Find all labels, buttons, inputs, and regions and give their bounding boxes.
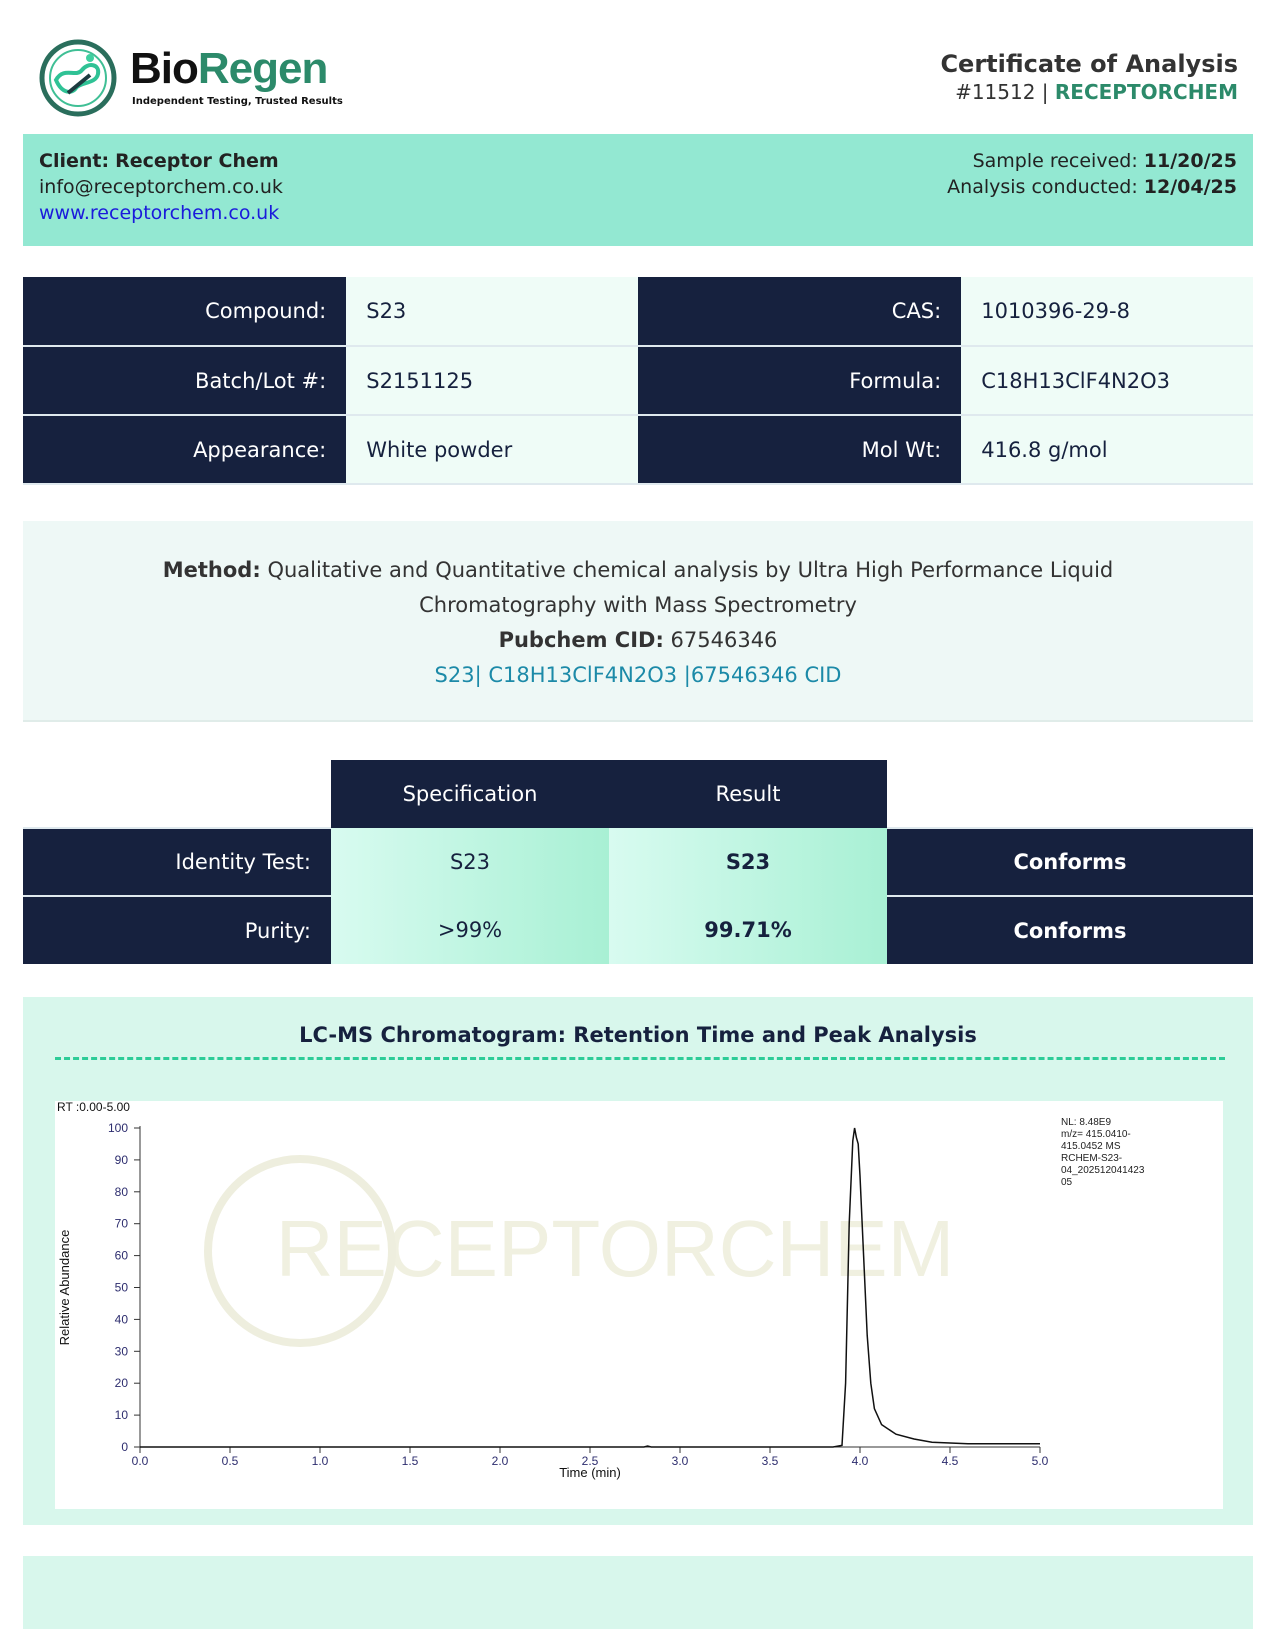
page-title: Certificate of Analysis	[940, 50, 1238, 78]
x-tick-label: 5.0	[1032, 1454, 1049, 1468]
x-tick-label: 0.0	[132, 1454, 149, 1468]
peak-annotation-line: 04_202512041423	[1061, 1165, 1145, 1176]
chromatogram-trace	[140, 1127, 1040, 1448]
x-tick-label: 0.5	[222, 1454, 239, 1468]
info-value: 1010396-29-8	[961, 277, 1253, 347]
client-email[interactable]: info@receptorchem.co.uk	[39, 176, 283, 198]
chromatogram-plot: RECEPTORCHEM RT :0.00-5.00 0 10 20 30 40 50 60 70…	[55, 1100, 1223, 1509]
chromatogram-title: LC-MS Chromatogram: Retention Time and P…	[299, 1023, 977, 1047]
results-header-row: Specification Result	[23, 760, 1253, 828]
brand-part1: Bio	[130, 44, 199, 93]
y-tick-label: 80	[115, 1185, 129, 1199]
range-label: RT :0.00-5.00	[57, 1101, 130, 1114]
conducted-date: 12/04/25	[1143, 176, 1237, 198]
x-tick-label: 3.0	[672, 1454, 689, 1468]
specification-value: >99%	[331, 896, 609, 964]
x-axis-label: Time (min)	[559, 1465, 621, 1480]
x-tick-label: 1.0	[312, 1454, 329, 1468]
chromatogram-section: LC-MS Chromatogram: Retention Time and P…	[23, 997, 1253, 1525]
result-row: Purity: >99% 99.71% Conforms	[23, 895, 1253, 964]
status-badge: Conforms	[887, 827, 1253, 896]
brand-part2: Regen	[197, 44, 328, 93]
received-label: Sample received:	[972, 150, 1138, 172]
client-code: RECEPTORCHEM	[1054, 80, 1238, 104]
x-tick-label: 3.5	[762, 1454, 779, 1468]
info-label: Mol Wt:	[637, 415, 962, 485]
pubchem-cid: 67546346	[670, 628, 778, 652]
x-tick-label: 1.5	[402, 1454, 419, 1468]
dashed-divider	[55, 1057, 1225, 1060]
y-tick-label: 20	[115, 1376, 129, 1390]
method-box: Method: Qualitative and Quantitative che…	[23, 521, 1253, 722]
separator: |	[1035, 80, 1055, 104]
watermark-logo-icon	[204, 1155, 396, 1347]
tagline: Independent Testing, Trusted Results	[132, 96, 343, 107]
info-value: C18H13ClF4N2O3	[961, 346, 1253, 416]
y-tick-label: 50	[115, 1281, 129, 1295]
status-badge: Conforms	[887, 895, 1253, 964]
client-label: Client:	[39, 150, 110, 172]
test-label: Purity:	[23, 895, 331, 964]
info-label: Appearance:	[23, 415, 347, 485]
result-value: S23	[609, 828, 887, 896]
x-tick-label: 2.0	[492, 1454, 509, 1468]
cert-number: #11512	[955, 80, 1036, 104]
peak-annotation-line: 05	[1061, 1177, 1073, 1188]
info-value: S23	[346, 277, 638, 347]
info-value: S2151125	[346, 346, 638, 416]
peak-annotation-line: 415.0452 MS	[1061, 1141, 1121, 1152]
compound-info-table: Compound: S23 CAS: 1010396-29-8 Batch/Lot #:…	[23, 277, 1253, 485]
y-tick-label: 30	[115, 1344, 129, 1358]
conducted-label: Analysis conducted:	[947, 176, 1138, 198]
y-tick-label: 70	[115, 1217, 129, 1231]
info-value: White powder	[346, 415, 638, 485]
y-axis-label: Relative Abundance	[57, 1230, 72, 1346]
biorogen-logo-icon	[39, 39, 117, 117]
y-tick-label: 60	[115, 1249, 129, 1263]
info-label: CAS:	[637, 277, 962, 347]
chromatogram-chart: RECEPTORCHEM RT :0.00-5.00 0 10 20 30 40 50 60 70…	[57, 1100, 1145, 1480]
client-name: Receptor Chem	[115, 150, 279, 172]
peak-annotation-line: m/z= 415.0410-	[1061, 1129, 1131, 1140]
info-row: Compound: S23 CAS: 1010396-29-8	[23, 277, 1253, 347]
x-tick-label: 2.5	[582, 1454, 599, 1468]
info-row: Appearance: White powder Mol Wt: 416.8 g/mo…	[23, 415, 1253, 485]
method-text-2: Chromatography with Mass Spectrometry	[419, 593, 857, 617]
result-row: Identity Test: S23 S23 Conforms	[23, 827, 1253, 896]
method-text-1: Qualitative and Quantitative chemical an…	[267, 558, 1114, 582]
results-table: Specification Result Identity Test: S23 S23…	[23, 760, 1253, 964]
y-tick-label: 90	[115, 1153, 129, 1167]
info-label: Compound:	[23, 277, 347, 347]
watermark: RECEPTORCHEM	[276, 1204, 955, 1293]
client-website-link[interactable]: www.receptorchem.co.uk	[39, 202, 280, 224]
info-value: 416.8 g/mol	[961, 415, 1253, 485]
method-label: Method:	[162, 558, 261, 582]
header-result: Result	[609, 760, 887, 828]
client-band: Client: Receptor Chem info@receptorchem.…	[23, 134, 1253, 246]
info-label: Formula:	[637, 346, 962, 416]
pubchem-link[interactable]: S23| C18H13ClF4N2O3 |67546346 CID	[434, 663, 842, 687]
y-tick-label: 10	[115, 1408, 129, 1422]
y-tick-label: 100	[108, 1121, 128, 1135]
header-specification: Specification	[331, 760, 609, 828]
result-value: 99.71%	[609, 896, 887, 964]
y-tick-label: 0	[121, 1440, 128, 1454]
specification-value: S23	[331, 828, 609, 896]
x-tick-label: 4.5	[942, 1454, 959, 1468]
brand-name: BioRegen	[130, 44, 328, 94]
certificate-number: #11512 | RECEPTORCHEM	[955, 80, 1238, 104]
peak-annotation-line: NL: 8.48E9	[1061, 1117, 1111, 1128]
test-label: Identity Test:	[23, 827, 331, 896]
pubchem-label: Pubchem CID:	[498, 628, 664, 652]
footer-box	[23, 1556, 1253, 1629]
y-tick-label: 40	[115, 1312, 129, 1326]
info-row: Batch/Lot #: S2151125 Formula: C18H13ClF4N2…	[23, 346, 1253, 416]
x-tick-label: 4.0	[852, 1454, 869, 1468]
received-date: 11/20/25	[1143, 150, 1237, 172]
peak-annotation-line: RCHEM-S23-	[1061, 1153, 1122, 1164]
info-label: Batch/Lot #:	[23, 346, 347, 416]
